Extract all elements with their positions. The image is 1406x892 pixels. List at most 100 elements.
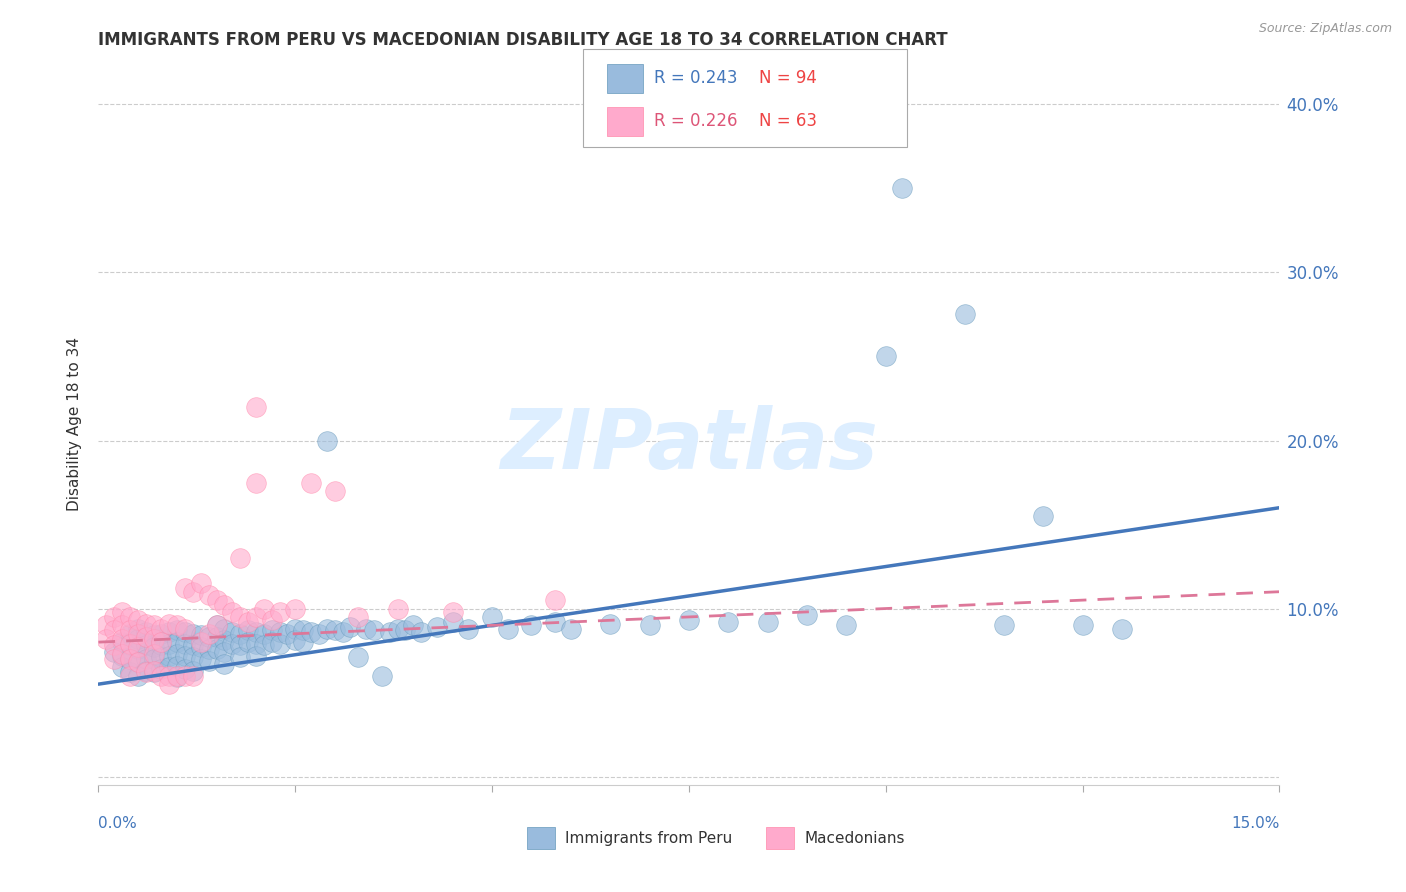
Point	[150, 650, 173, 665]
Text: Source: ZipAtlas.com: Source: ZipAtlas.com	[1258, 22, 1392, 36]
Point	[323, 483, 346, 498]
Point	[276, 626, 298, 640]
Point	[260, 624, 283, 638]
Point	[142, 647, 165, 661]
Point	[150, 626, 173, 640]
Point	[181, 669, 204, 683]
Point	[142, 628, 165, 642]
Point	[315, 434, 337, 448]
Point	[181, 584, 204, 599]
Point	[717, 615, 740, 629]
Point	[205, 618, 228, 632]
Point	[127, 655, 149, 669]
Point	[426, 620, 449, 634]
Point	[236, 635, 259, 649]
Point	[174, 622, 197, 636]
Point	[142, 618, 165, 632]
Point	[150, 622, 173, 636]
Point	[111, 635, 134, 649]
Point	[142, 632, 165, 646]
Point	[236, 615, 259, 629]
Point	[166, 658, 188, 673]
Point	[260, 635, 283, 649]
Point	[157, 677, 180, 691]
Point	[142, 664, 165, 678]
Point	[890, 181, 912, 195]
Point	[197, 654, 219, 668]
Point	[127, 626, 149, 640]
Point	[332, 625, 354, 640]
Point	[229, 639, 252, 653]
Point	[411, 625, 433, 640]
Point	[402, 618, 425, 632]
Point	[150, 635, 173, 649]
Point	[127, 640, 149, 655]
Point	[157, 669, 180, 683]
Point	[875, 350, 897, 364]
Point	[111, 647, 134, 661]
Point	[127, 669, 149, 683]
Point	[174, 669, 197, 683]
Point	[127, 641, 149, 656]
Point	[103, 639, 125, 653]
Point	[245, 637, 267, 651]
Point	[118, 669, 141, 683]
Point	[560, 622, 582, 636]
Point	[197, 626, 219, 640]
Point	[284, 622, 307, 636]
Point	[181, 650, 204, 665]
Point	[142, 652, 165, 666]
Point	[245, 400, 267, 414]
Point	[103, 624, 125, 638]
Point	[214, 598, 236, 612]
Point	[520, 618, 543, 632]
Point	[118, 639, 141, 653]
Point	[118, 624, 141, 638]
Point	[221, 605, 243, 619]
Point	[205, 593, 228, 607]
Point	[993, 618, 1015, 632]
Point	[245, 648, 267, 663]
Point	[118, 626, 141, 640]
Point	[96, 632, 118, 646]
Point	[756, 615, 779, 629]
Point	[299, 625, 322, 640]
Point	[284, 633, 307, 648]
Point	[111, 632, 134, 646]
Point	[197, 641, 219, 656]
Point	[253, 639, 276, 653]
Point	[214, 633, 236, 648]
Point	[354, 622, 377, 636]
Point	[174, 662, 197, 676]
Point	[150, 669, 173, 683]
Point	[181, 639, 204, 653]
Point	[260, 613, 283, 627]
Point	[127, 613, 149, 627]
Point	[150, 662, 173, 676]
Point	[166, 647, 188, 661]
Point	[544, 593, 567, 607]
Point	[118, 652, 141, 666]
Point	[150, 639, 173, 653]
Point	[1032, 509, 1054, 524]
Point	[205, 641, 228, 656]
Point	[253, 626, 276, 640]
Point	[118, 665, 141, 680]
Point	[166, 624, 188, 638]
Point	[111, 605, 134, 619]
Point	[299, 475, 322, 490]
Point	[441, 605, 464, 619]
Point	[181, 664, 204, 678]
Point	[157, 648, 180, 663]
Text: R = 0.243: R = 0.243	[654, 70, 737, 87]
Point	[245, 475, 267, 490]
Point	[174, 637, 197, 651]
Point	[953, 308, 976, 322]
Point	[157, 637, 180, 651]
Point	[544, 615, 567, 629]
Point	[205, 618, 228, 632]
Point	[190, 640, 212, 655]
Point	[174, 648, 197, 663]
Point	[245, 610, 267, 624]
Point	[496, 622, 519, 636]
